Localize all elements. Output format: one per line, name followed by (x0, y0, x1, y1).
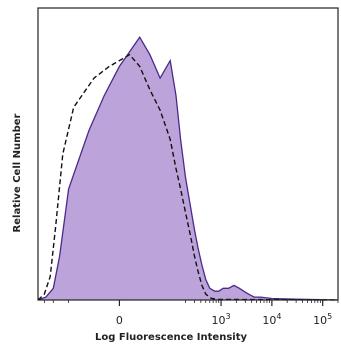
y-axis-title: Relative Cell Number (12, 113, 23, 232)
x-tick-label-3: 105 (313, 312, 332, 327)
x-axis-title: Log Fluorescence Intensity (95, 332, 247, 343)
x-tick-label-0: 0 (116, 314, 123, 327)
series-line-0 (37, 35, 339, 301)
series-fill-0 (38, 37, 338, 300)
plot-frame (37, 7, 339, 301)
x-tick-label-2: 104 (262, 312, 281, 327)
plot-area (37, 35, 339, 301)
x-tick-label-1: 103 (212, 312, 231, 327)
series-dashed-line-1 (37, 53, 339, 301)
